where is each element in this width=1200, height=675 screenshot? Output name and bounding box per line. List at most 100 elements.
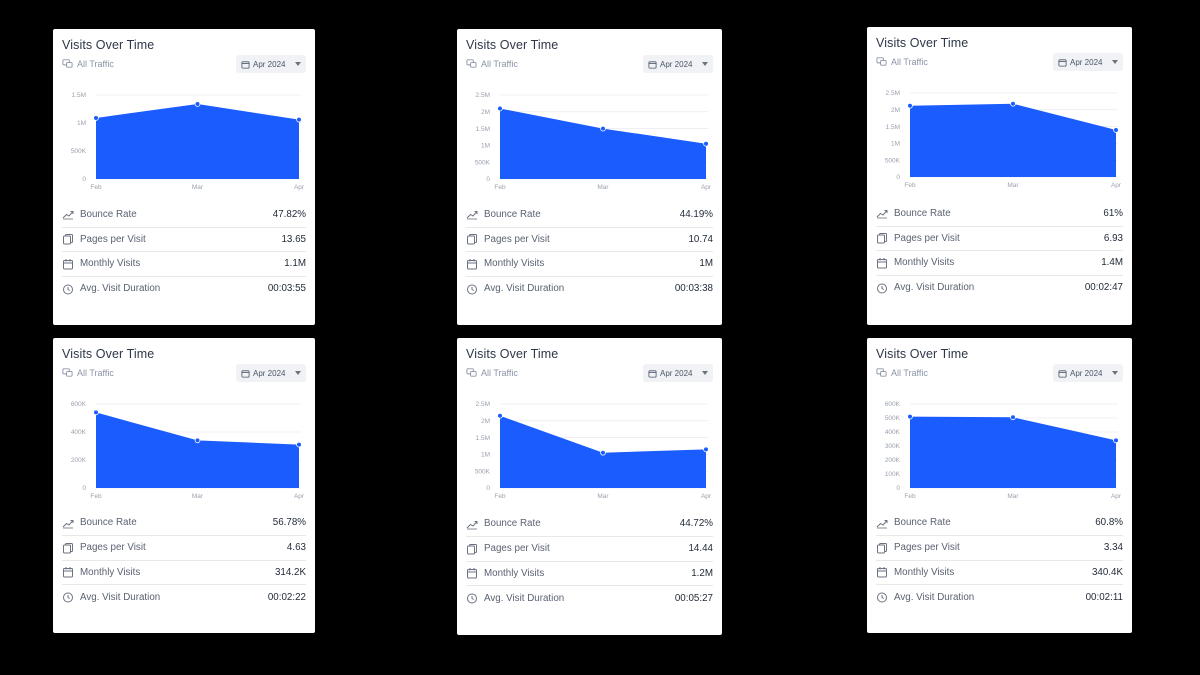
stat-value: 44.72% <box>679 518 713 530</box>
visits-area-chart: 0 500K 1M 1.5M 2M 2.5M Feb Mar Apr <box>475 92 712 191</box>
data-point[interactable] <box>194 101 201 107</box>
data-point[interactable] <box>194 437 201 444</box>
stat-value: 1M <box>699 258 713 270</box>
pages-icon <box>466 233 478 245</box>
stat-row: Bounce Rate 60.8% <box>876 511 1123 536</box>
stat-label: Pages per Visit <box>484 233 550 245</box>
stat-row: Monthly Visits 1.4M <box>876 250 1123 275</box>
x-tick-label: Feb <box>494 493 506 500</box>
chevron-down-icon <box>1112 371 1118 375</box>
card-title: Visits Over Time <box>466 38 559 52</box>
data-point[interactable] <box>907 102 913 109</box>
traffic-icon <box>62 58 73 69</box>
visits-card: Visits Over Time All Traffic Apr 2024 0 5… <box>457 338 722 635</box>
traffic-filter: All Traffic <box>876 56 928 67</box>
visits-area <box>96 412 299 488</box>
y-tick-label: 600K <box>71 401 87 408</box>
data-point[interactable] <box>703 446 709 453</box>
month-select[interactable]: Apr 2024 <box>236 55 306 73</box>
stat-label: Monthly Visits <box>80 566 141 578</box>
y-tick-label: 0 <box>82 485 86 492</box>
clock-icon <box>876 282 888 294</box>
stat-row: Avg. Visit Duration 00:03:55 <box>62 275 306 301</box>
stat-value: 1.4M <box>1101 257 1123 269</box>
stat-value: 60.8% <box>1095 517 1123 529</box>
y-tick-label: 0 <box>82 176 86 183</box>
stat-label: Bounce Rate <box>80 208 137 220</box>
data-point[interactable] <box>93 115 99 121</box>
y-tick-label: 2.5M <box>886 90 900 97</box>
stat-value: 44.19% <box>679 208 713 220</box>
x-tick-label: Mar <box>192 184 204 191</box>
x-tick-label: Apr <box>294 493 305 500</box>
y-tick-label: 0 <box>896 485 900 492</box>
visits-card: Visits Over Time All Traffic Apr 2024 0 5… <box>867 27 1132 325</box>
y-tick-label: 1.5M <box>476 126 490 133</box>
stat-value: 1.2M <box>691 567 713 579</box>
pages-icon <box>466 543 478 555</box>
data-point[interactable] <box>1010 100 1016 107</box>
y-tick-label: 500K <box>475 468 491 475</box>
data-point[interactable] <box>907 413 913 420</box>
data-point[interactable] <box>1113 127 1119 133</box>
stat-label: Bounce Rate <box>484 208 541 220</box>
stat-label: Bounce Rate <box>80 517 137 529</box>
calendar-icon <box>648 60 660 69</box>
traffic-label: All Traffic <box>481 58 518 69</box>
stat-value: 4.63 <box>286 542 306 554</box>
visits-area <box>910 103 1116 177</box>
y-tick-label: 500K <box>885 157 901 164</box>
month-select[interactable]: Apr 2024 <box>1053 53 1123 71</box>
stat-label: Monthly Visits <box>894 257 955 269</box>
calendar-icon <box>1058 369 1070 378</box>
data-point[interactable] <box>600 449 606 456</box>
visits-card: Visits Over Time All Traffic Apr 2024 0 1… <box>867 338 1132 633</box>
pages-icon <box>62 542 74 554</box>
visits-area <box>96 103 299 179</box>
month-select[interactable]: Apr 2024 <box>1053 364 1123 382</box>
data-point[interactable] <box>1113 437 1119 444</box>
stat-row: Monthly Visits 314.2K <box>62 559 306 585</box>
stat-value: 314.2K <box>274 566 306 578</box>
y-tick-label: 500K <box>885 415 901 422</box>
stat-value: 47.82% <box>272 208 306 220</box>
month-select[interactable]: Apr 2024 <box>643 55 713 73</box>
stat-label: Avg. Visit Duration <box>80 283 161 295</box>
data-point[interactable] <box>600 125 606 132</box>
data-point[interactable] <box>497 105 503 112</box>
stat-row: Bounce Rate 44.19% <box>466 202 713 227</box>
stat-value: 340.4K <box>1091 566 1123 578</box>
traffic-label: All Traffic <box>77 367 114 378</box>
y-tick-label: 2M <box>891 107 900 114</box>
x-tick-label: Apr <box>1111 182 1122 189</box>
visits-area-chart: 0 100K 200K 300K 400K 500K 600K Feb Mar Apr <box>885 401 1122 500</box>
data-point[interactable] <box>93 409 99 416</box>
stat-value: 6.93 <box>1103 232 1123 244</box>
month-select[interactable]: Apr 2024 <box>236 364 306 382</box>
data-point[interactable] <box>703 140 709 147</box>
y-tick-label: 500K <box>71 148 87 155</box>
x-tick-label: Feb <box>90 184 102 191</box>
x-tick-label: Mar <box>1007 493 1019 500</box>
x-tick-label: Feb <box>904 493 916 500</box>
visits-card: Visits Over Time All Traffic Apr 2024 0 5… <box>457 29 722 325</box>
stat-row: Pages per Visit 14.44 <box>466 536 713 561</box>
data-point[interactable] <box>1010 414 1016 421</box>
data-point[interactable] <box>497 412 503 419</box>
x-tick-label: Mar <box>597 493 609 500</box>
data-point[interactable] <box>296 116 302 123</box>
stat-label: Avg. Visit Duration <box>894 282 975 294</box>
stat-value: 61% <box>1103 207 1123 219</box>
visits-area-chart: 0 200K 400K 600K Feb Mar Apr <box>71 401 305 500</box>
stats-list: Bounce Rate 61% Pages per Visit 6.93 Mon… <box>876 201 1123 299</box>
stat-row: Avg. Visit Duration 00:02:11 <box>876 584 1123 609</box>
stat-value: 00:05:27 <box>674 592 713 604</box>
stat-label: Pages per Visit <box>894 232 960 244</box>
month-select[interactable]: Apr 2024 <box>643 364 713 382</box>
x-tick-label: Feb <box>904 182 916 189</box>
stat-label: Bounce Rate <box>484 518 541 530</box>
x-tick-label: Apr <box>1111 493 1122 500</box>
stats-list: Bounce Rate 47.82% Pages per Visit 13.65… <box>62 202 306 300</box>
y-tick-label: 2.5M <box>476 92 490 99</box>
data-point[interactable] <box>296 441 302 448</box>
